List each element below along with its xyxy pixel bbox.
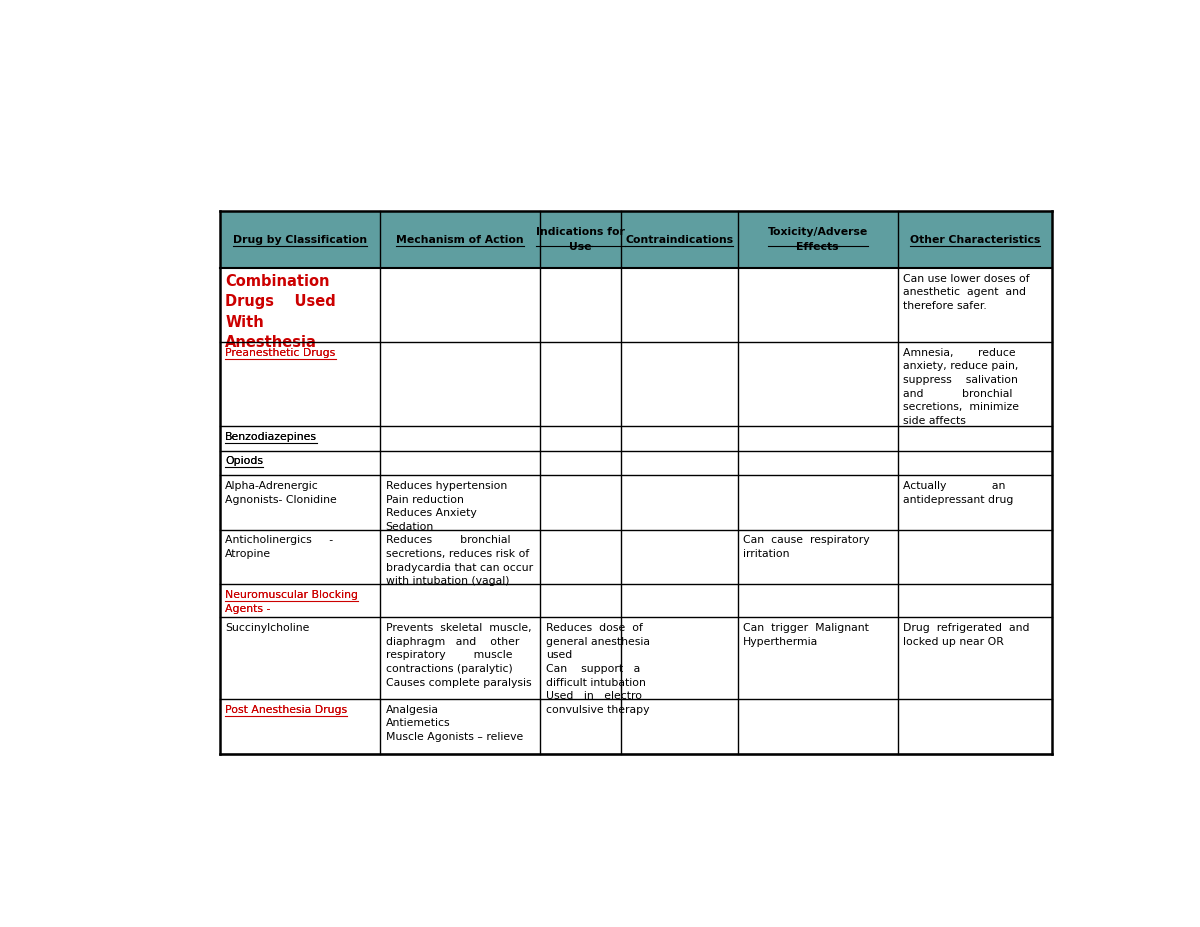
Text: Reduces        bronchial
secretions, reduces risk of
bradycardia that can occur
: Reduces bronchial secretions, reduces ri… bbox=[385, 536, 533, 586]
Text: Anticholinergics     -
Atropine: Anticholinergics - Atropine bbox=[226, 536, 334, 559]
Text: Opiods: Opiods bbox=[226, 456, 263, 466]
Text: Succinylcholine: Succinylcholine bbox=[226, 623, 310, 633]
Text: Prevents  skeletal  muscle,
diaphragm   and    other
respiratory        muscle
c: Prevents skeletal muscle, diaphragm and … bbox=[385, 623, 532, 688]
Text: Combination
Drugs    Used
With
Anesthesia: Combination Drugs Used With Anesthesia bbox=[226, 273, 336, 350]
Text: Other Characteristics: Other Characteristics bbox=[910, 235, 1040, 245]
Text: Benzodiazepines: Benzodiazepines bbox=[226, 432, 317, 442]
Text: Opiods: Opiods bbox=[226, 456, 263, 466]
Text: Toxicity/Adverse
Effects: Toxicity/Adverse Effects bbox=[768, 227, 868, 252]
Bar bbox=[220, 342, 1052, 426]
Bar bbox=[220, 617, 1052, 699]
Bar bbox=[220, 699, 1052, 754]
Bar bbox=[220, 451, 1052, 476]
Text: Reduces hypertension
Pain reduction
Reduces Anxiety
Sedation: Reduces hypertension Pain reduction Redu… bbox=[385, 481, 506, 532]
Text: Analgesia
Antiemetics
Muscle Agonists – relieve: Analgesia Antiemetics Muscle Agonists – … bbox=[385, 705, 523, 742]
Bar bbox=[220, 426, 1052, 451]
Text: Can  trigger  Malignant
Hyperthermia: Can trigger Malignant Hyperthermia bbox=[743, 623, 869, 647]
Text: Alpha-Adrenergic
Agnonists- Clonidine: Alpha-Adrenergic Agnonists- Clonidine bbox=[226, 481, 337, 504]
Text: Preanesthetic Drugs: Preanesthetic Drugs bbox=[226, 348, 336, 358]
Text: Drug by Classification: Drug by Classification bbox=[233, 235, 367, 245]
Text: Benzodiazepines: Benzodiazepines bbox=[226, 432, 317, 442]
Text: Indications for
Use: Indications for Use bbox=[536, 227, 625, 252]
Text: Mechanism of Action: Mechanism of Action bbox=[396, 235, 524, 245]
Text: Neuromuscular Blocking
Agents -: Neuromuscular Blocking Agents - bbox=[226, 590, 359, 614]
Bar bbox=[220, 211, 1052, 268]
Text: Neuromuscular Blocking
Agents -: Neuromuscular Blocking Agents - bbox=[226, 590, 359, 614]
Text: Can  cause  respiratory
irritation: Can cause respiratory irritation bbox=[743, 536, 870, 559]
Bar bbox=[220, 476, 1052, 529]
Text: Drug  refrigerated  and
locked up near OR: Drug refrigerated and locked up near OR bbox=[904, 623, 1030, 647]
Text: Post Anesthesia Drugs: Post Anesthesia Drugs bbox=[226, 705, 348, 715]
Text: Can use lower doses of
anesthetic  agent  and
therefore safer.: Can use lower doses of anesthetic agent … bbox=[904, 273, 1030, 311]
Text: Preanesthetic Drugs: Preanesthetic Drugs bbox=[226, 348, 336, 358]
Bar bbox=[220, 584, 1052, 617]
Text: Actually             an
antidepressant drug: Actually an antidepressant drug bbox=[904, 481, 1014, 504]
Text: Post Anesthesia Drugs: Post Anesthesia Drugs bbox=[226, 705, 348, 715]
Text: Reduces  dose  of
general anesthesia
used
Can    support   a
difficult intubatio: Reduces dose of general anesthesia used … bbox=[546, 623, 650, 715]
Text: Amnesia,       reduce
anxiety, reduce pain,
suppress    salivation
and          : Amnesia, reduce anxiety, reduce pain, su… bbox=[904, 348, 1020, 425]
Bar bbox=[220, 529, 1052, 584]
Bar bbox=[220, 268, 1052, 342]
Text: Contraindications: Contraindications bbox=[625, 235, 733, 245]
